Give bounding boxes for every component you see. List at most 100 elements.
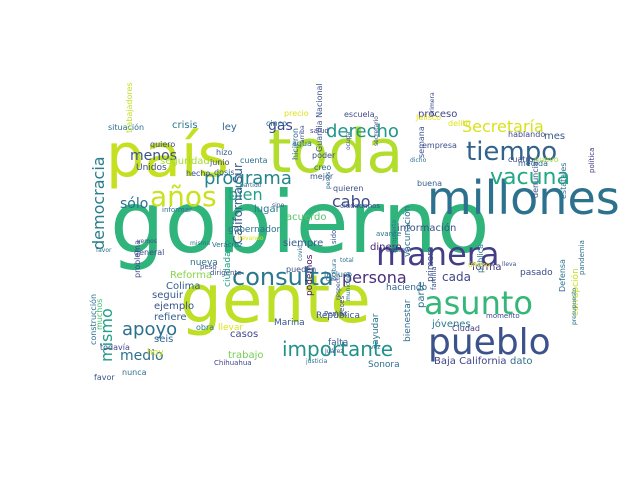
cloud-word: mejor xyxy=(310,172,334,181)
cloud-word: menos xyxy=(130,148,177,164)
cloud-word: proceso xyxy=(418,109,457,120)
cloud-word: bien xyxy=(228,185,263,204)
cloud-word: vacunación xyxy=(402,206,413,257)
cloud-word: todavía xyxy=(100,343,130,352)
cloud-word: poder xyxy=(312,151,336,160)
cloud-word: hablando xyxy=(508,130,545,139)
cloud-word: seguir xyxy=(152,290,184,301)
cloud-word: pueblo xyxy=(428,322,551,363)
cloud-word: estatales xyxy=(559,163,568,199)
cloud-word: pública xyxy=(476,244,485,273)
cloud-word: siempre xyxy=(283,238,323,249)
cloud-word: refiere xyxy=(154,312,187,323)
cloud-word: gente xyxy=(180,261,371,338)
cloud-word: cuenta xyxy=(240,156,268,165)
cloud-word: vez xyxy=(370,344,380,351)
cloud-word: dinero xyxy=(370,242,402,253)
cloud-word: salud xyxy=(310,127,329,135)
cloud-word: nuevo xyxy=(534,155,559,164)
cloud-word: Ciudad xyxy=(452,324,480,333)
cloud-word: muchos xyxy=(95,299,104,330)
cloud-word: partido xyxy=(240,182,262,189)
cloud-word: lleva xyxy=(502,261,517,268)
cloud-word: gobierno xyxy=(110,173,490,273)
cloud-word: cuatro xyxy=(508,155,534,164)
cloud-word: sido xyxy=(330,230,338,244)
cloud-word: Baja California xyxy=(434,356,507,367)
cloud-word: construcción xyxy=(88,294,98,345)
cloud-word: general xyxy=(134,248,164,257)
cloud-word: quiero xyxy=(150,140,175,149)
cloud-word: falta xyxy=(328,338,348,348)
cloud-word: veces xyxy=(338,295,346,316)
cloud-word: ley xyxy=(222,122,237,133)
cloud-word: obra xyxy=(196,323,214,332)
cloud-word: Guardia Nacional xyxy=(315,83,324,152)
cloud-word: sino xyxy=(272,202,285,209)
cloud-word: nunca xyxy=(122,368,147,377)
cloud-word: buena xyxy=(417,179,442,188)
cloud-word: mes xyxy=(544,131,565,142)
cloud-word: democracia xyxy=(89,156,108,250)
cloud-word: gobernador xyxy=(228,225,280,235)
cloud-word: ciudadanos xyxy=(340,202,380,210)
cloud-word: respecto xyxy=(335,274,342,300)
cloud-word: favor xyxy=(94,373,115,382)
cloud-word: dirigente xyxy=(210,269,241,277)
cloud-word: país xyxy=(106,121,229,191)
cloud-word: asunto xyxy=(424,284,533,322)
cloud-word: Secretaría xyxy=(462,117,544,136)
cloud-word: Juárez xyxy=(324,348,343,355)
cloud-word: entregar xyxy=(386,247,412,254)
cloud-word: corrupción xyxy=(570,268,581,316)
cloud-word: delito xyxy=(448,119,471,128)
cloud-word: Chihuahua xyxy=(214,359,252,367)
cloud-word: jóvenes xyxy=(431,318,471,330)
cloud-word: peso xyxy=(200,263,217,271)
cloud-word: gas xyxy=(268,118,293,134)
cloud-word: cabo xyxy=(332,192,371,211)
cloud-word: hizo xyxy=(216,148,232,157)
cloud-word: cultura xyxy=(331,259,338,280)
cloud-word: pesos xyxy=(325,172,332,189)
cloud-word: nueva xyxy=(190,258,218,268)
cloud-word: consulta xyxy=(232,263,334,291)
cloud-word: precio xyxy=(284,109,309,118)
cloud-word: empresa xyxy=(422,141,457,150)
cloud-word: seis xyxy=(154,334,173,345)
cloud-word: trabajo xyxy=(228,350,264,361)
cloud-word: Colima xyxy=(166,281,201,292)
cloud-word: junio xyxy=(209,158,230,167)
cloud-word: Marina xyxy=(274,318,305,328)
cloud-word: persona xyxy=(342,268,407,287)
cloud-word: primero xyxy=(426,246,436,282)
cloud-word: Veracruz xyxy=(212,241,243,249)
cloud-word: importante xyxy=(282,337,393,361)
cloud-word: ayudar xyxy=(371,313,381,345)
cloud-word: ciudadano xyxy=(223,240,233,287)
cloud-word: programa xyxy=(204,168,292,189)
cloud-word: Pemex xyxy=(324,310,347,318)
cloud-word: California Sur xyxy=(231,163,245,244)
cloud-word: pueden xyxy=(286,265,316,274)
cloud-word: total xyxy=(340,257,354,264)
cloud-word: información xyxy=(397,222,456,234)
cloud-word: denuncia xyxy=(531,161,540,198)
cloud-word: favor xyxy=(96,247,112,254)
cloud-word: dosis xyxy=(214,168,235,177)
cloud-word: mismo xyxy=(97,308,116,362)
cloud-word: dicho xyxy=(410,157,427,164)
cloud-word: aeropuerto xyxy=(391,220,398,253)
cloud-word: forma xyxy=(472,262,501,273)
cloud-word: arriba xyxy=(299,125,306,143)
cloud-word: informar xyxy=(162,206,192,214)
cloud-word: Unidos xyxy=(136,163,167,173)
cloud-word: situación xyxy=(108,122,144,132)
cloud-word: casi xyxy=(326,276,338,283)
cloud-word: apoyo xyxy=(122,319,177,340)
cloud-word: crisis xyxy=(172,120,198,131)
cloud-word: seguridad xyxy=(160,156,210,167)
cloud-word: cada xyxy=(442,270,471,284)
cloud-word: Defensa xyxy=(558,259,567,292)
